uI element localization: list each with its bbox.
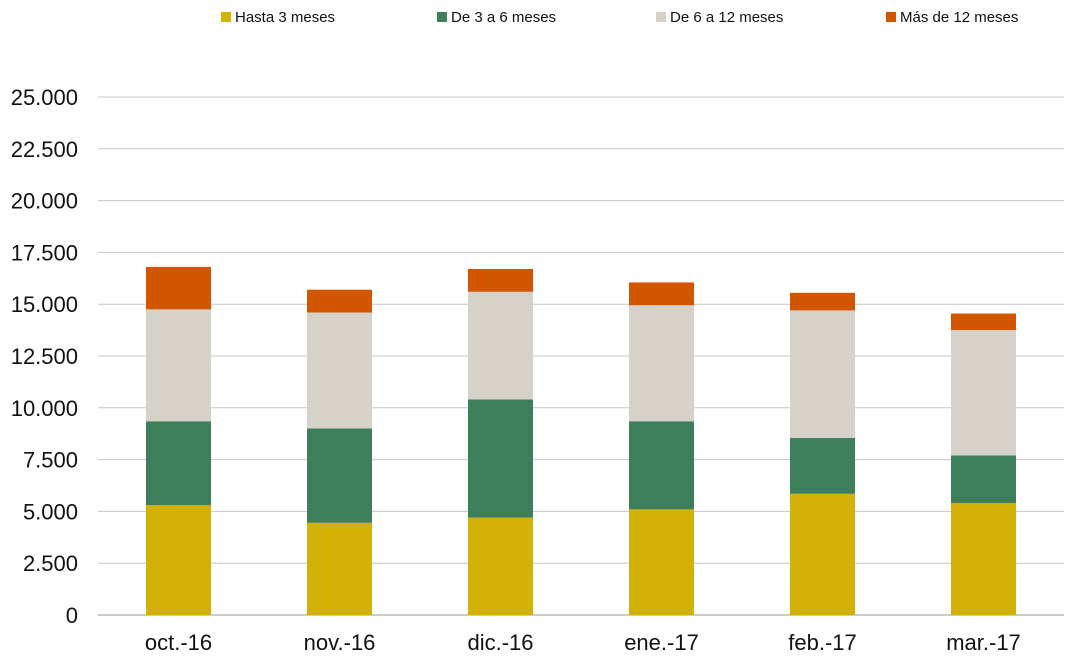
legend-swatch — [656, 12, 666, 22]
bar-segment — [951, 455, 1016, 504]
bar-segment — [790, 493, 855, 615]
x-tick-label: dic.-16 — [467, 630, 533, 655]
bar-segment — [468, 291, 533, 400]
bar-segment — [790, 292, 855, 311]
y-axis: 0 2.500 5.000 7.500 10.000 12.500 15.000 17.500… — [11, 85, 78, 628]
bar-stack — [629, 282, 694, 615]
bar-segment — [629, 421, 694, 510]
x-tick-label: feb.-17 — [788, 630, 857, 655]
legend-label: Hasta 3 meses — [235, 9, 335, 26]
bar-segment — [146, 505, 211, 615]
legend-swatch — [437, 12, 447, 22]
x-tick-label: nov.-16 — [304, 630, 376, 655]
legend-swatch — [886, 12, 896, 22]
bar-segment — [629, 509, 694, 615]
y-tick-label: 20.000 — [11, 189, 78, 214]
x-axis: oct.-16 nov.-16 dic.-16 ene.-17 feb.-17 mar.-… — [145, 630, 1021, 655]
bar-stack — [790, 292, 855, 615]
x-tick-label: ene.-17 — [624, 630, 699, 655]
legend-label: De 6 a 12 meses — [670, 9, 783, 26]
y-tick-label: 15.000 — [11, 292, 78, 317]
gridlines — [98, 96, 1064, 616]
bars — [146, 266, 1016, 615]
bar-segment — [951, 503, 1016, 615]
bar-segment — [307, 522, 372, 615]
y-tick-label: 5.000 — [23, 499, 78, 524]
bar-segment — [951, 330, 1016, 456]
bar-segment — [146, 421, 211, 506]
bar-segment — [629, 282, 694, 306]
y-tick-label: 0 — [66, 603, 78, 628]
bar-segment — [146, 266, 211, 310]
legend-item: Hasta 3 meses — [221, 9, 335, 26]
bar-segment — [307, 312, 372, 429]
bar-segment — [468, 517, 533, 615]
bar-segment — [468, 399, 533, 518]
bar-segment — [629, 305, 694, 422]
bar-stack — [307, 289, 372, 615]
bar-segment — [951, 313, 1016, 331]
bar-segment — [468, 268, 533, 292]
legend-item: De 6 a 12 meses — [656, 9, 783, 26]
y-tick-label: 12.500 — [11, 344, 78, 369]
legend-swatch — [221, 12, 231, 22]
y-tick-label: 17.500 — [11, 240, 78, 265]
x-tick-label: oct.-16 — [145, 630, 212, 655]
y-tick-label: 25.000 — [11, 85, 78, 110]
bar-segment — [790, 310, 855, 438]
bar-stack — [951, 313, 1016, 615]
legend: Hasta 3 meses De 3 a 6 meses De 6 a 12 mes… — [221, 9, 1018, 26]
legend-label: De 3 a 6 meses — [451, 9, 556, 26]
bar-segment — [307, 428, 372, 523]
bar-stack — [468, 268, 533, 615]
x-tick-label: mar.-17 — [946, 630, 1021, 655]
legend-item: De 3 a 6 meses — [437, 9, 556, 26]
legend-item: Más de 12 meses — [886, 9, 1018, 26]
y-tick-label: 2.500 — [23, 551, 78, 576]
y-tick-label: 10.000 — [11, 396, 78, 421]
bar-segment — [790, 437, 855, 494]
bar-stack — [146, 266, 211, 615]
bar-segment — [146, 309, 211, 422]
bar-segment — [307, 289, 372, 313]
y-tick-label: 7.500 — [23, 448, 78, 473]
y-tick-label: 22.500 — [11, 137, 78, 162]
legend-label: Más de 12 meses — [900, 9, 1018, 26]
